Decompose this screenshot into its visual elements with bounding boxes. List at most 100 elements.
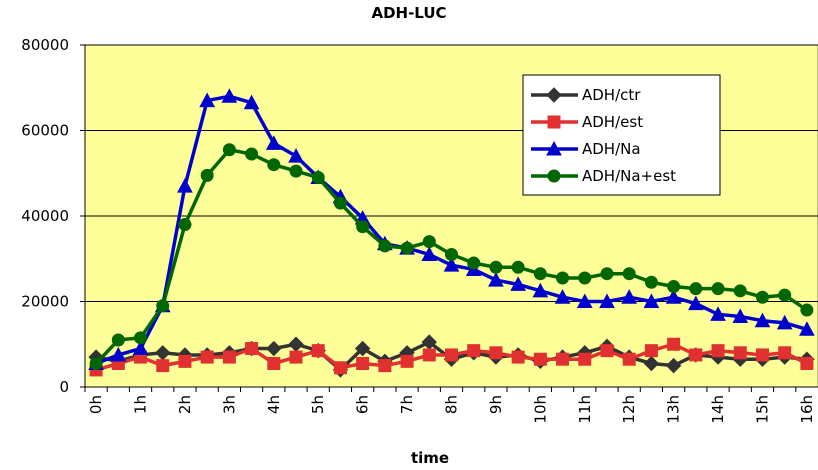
x-tick-label: 2h: [176, 395, 194, 414]
marker: [533, 352, 547, 366]
marker: [445, 247, 458, 261]
marker: [443, 257, 460, 272]
marker: [356, 220, 370, 234]
x-axis-label: time: [411, 449, 449, 467]
marker: [554, 289, 571, 304]
x-tick-label: 15h: [753, 395, 771, 424]
marker: [421, 246, 438, 261]
marker: [288, 148, 304, 163]
x-tick-label: 7h: [398, 395, 416, 414]
marker: [489, 260, 503, 274]
marker: [556, 271, 570, 285]
marker: [510, 276, 526, 291]
marker: [689, 282, 703, 296]
x-tick-label: 10h: [531, 395, 549, 424]
marker: [245, 147, 259, 161]
marker: [333, 361, 347, 375]
y-tick-label: 0: [59, 378, 69, 396]
marker: [221, 88, 238, 103]
marker: [576, 293, 593, 308]
marker: [665, 289, 682, 304]
x-tick-label: 12h: [620, 395, 638, 424]
marker: [622, 267, 636, 281]
marker: [354, 340, 371, 357]
marker: [400, 241, 414, 255]
marker: [643, 355, 660, 372]
marker: [445, 348, 458, 362]
marker: [755, 290, 769, 304]
marker: [400, 354, 414, 368]
marker: [289, 164, 303, 178]
marker: [132, 340, 149, 356]
marker: [110, 346, 127, 362]
marker: [200, 168, 214, 182]
marker: [600, 267, 614, 281]
marker: [222, 350, 236, 364]
marker: [265, 135, 282, 150]
x-tick-label: 4h: [265, 395, 283, 414]
marker: [333, 196, 347, 210]
y-tick-label: 40000: [21, 207, 69, 225]
marker: [178, 354, 192, 368]
x-tick-label: 1h: [132, 395, 150, 414]
marker: [378, 359, 392, 373]
marker: [547, 115, 561, 129]
marker: [754, 312, 771, 328]
marker: [755, 348, 769, 362]
marker: [311, 171, 325, 185]
marker: [800, 303, 814, 317]
marker: [199, 92, 216, 108]
marker: [243, 94, 260, 110]
marker: [111, 333, 125, 347]
x-tick-label: 3h: [220, 395, 238, 414]
marker: [177, 178, 193, 193]
y-tick-label: 20000: [21, 293, 69, 311]
marker: [733, 346, 747, 360]
marker: [200, 350, 214, 364]
marker: [546, 87, 562, 103]
marker: [546, 140, 562, 156]
marker: [556, 352, 570, 366]
legend-label: ADH/Na+est: [582, 167, 676, 185]
marker: [644, 344, 658, 358]
marker: [643, 293, 660, 308]
marker: [356, 356, 370, 370]
marker: [687, 295, 704, 311]
legend-label: ADH/ctr: [582, 86, 641, 104]
x-tick-label: 16h: [798, 395, 816, 424]
marker: [178, 218, 192, 232]
marker: [156, 299, 170, 313]
chart-title: ADH-LUC: [371, 4, 446, 22]
y-tick-label: 60000: [21, 122, 69, 140]
legend-label: ADH/Na: [582, 140, 641, 158]
x-tick-label: 13h: [665, 395, 683, 424]
marker: [467, 344, 481, 358]
marker: [422, 235, 436, 249]
marker: [665, 357, 682, 374]
marker: [488, 272, 504, 287]
marker: [621, 289, 638, 304]
x-tick-label: 6h: [354, 395, 372, 414]
marker: [222, 143, 236, 157]
marker: [622, 352, 636, 366]
marker: [800, 356, 814, 370]
marker: [799, 321, 815, 336]
x-tick-label: 0h: [87, 395, 105, 414]
marker: [711, 282, 725, 296]
marker: [578, 271, 592, 285]
marker: [289, 350, 303, 364]
marker: [422, 348, 436, 362]
marker: [578, 352, 592, 366]
marker: [689, 348, 703, 362]
marker: [89, 356, 103, 370]
marker: [599, 293, 615, 308]
marker: [267, 356, 281, 370]
y-tick-label: 80000: [21, 36, 69, 54]
marker: [667, 280, 681, 294]
marker: [156, 359, 170, 373]
marker: [547, 169, 561, 183]
marker: [644, 275, 658, 289]
marker: [489, 346, 503, 360]
marker: [776, 314, 793, 330]
